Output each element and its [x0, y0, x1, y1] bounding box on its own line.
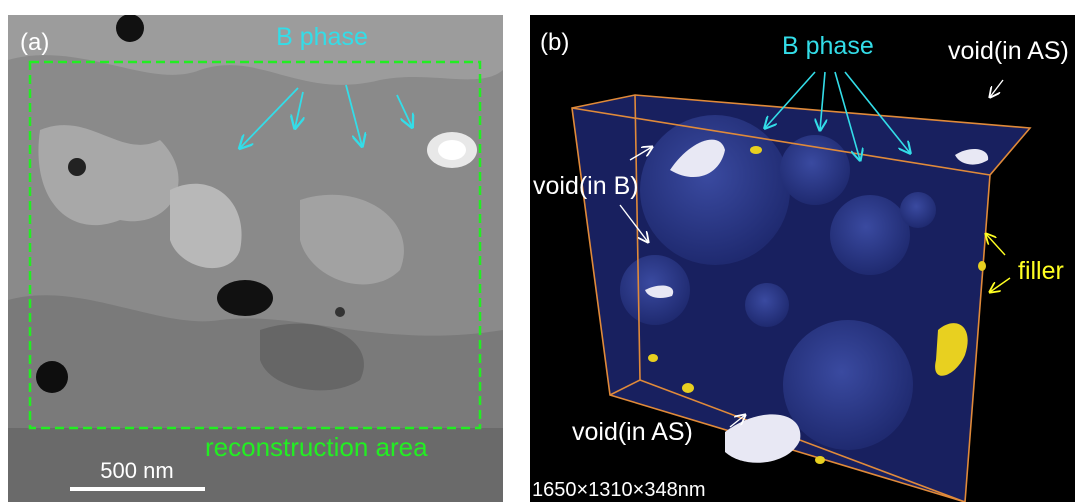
annotation: void(in AS) — [948, 37, 1069, 65]
scale-bar-label: 500 nm — [100, 458, 173, 483]
sphere — [780, 135, 850, 205]
dark-spot — [335, 307, 345, 317]
bright-spot — [438, 140, 466, 160]
annotation: B phase — [782, 32, 874, 60]
panel-label: (b) — [540, 29, 569, 56]
figure: (a) B phase reconstruction area 500 nm — [0, 0, 1075, 502]
dark-spot — [116, 14, 144, 42]
sphere — [640, 115, 790, 265]
panel-a — [8, 14, 503, 502]
annotation: void(in AS) — [572, 418, 693, 446]
region-label: reconstruction area — [205, 432, 428, 462]
annotation: filler — [1018, 257, 1064, 285]
annotation: B phase — [276, 23, 368, 51]
dimensions: 1650×1310×348nm — [532, 479, 706, 501]
dark-spot — [217, 280, 273, 316]
annotation: void(in B) — [533, 172, 639, 200]
sphere — [900, 192, 936, 228]
sphere — [783, 320, 913, 450]
sphere — [830, 195, 910, 275]
panel-label: (a) — [20, 29, 49, 56]
dark-spot — [36, 361, 68, 393]
dark-spot — [68, 158, 86, 176]
sphere — [745, 283, 789, 327]
